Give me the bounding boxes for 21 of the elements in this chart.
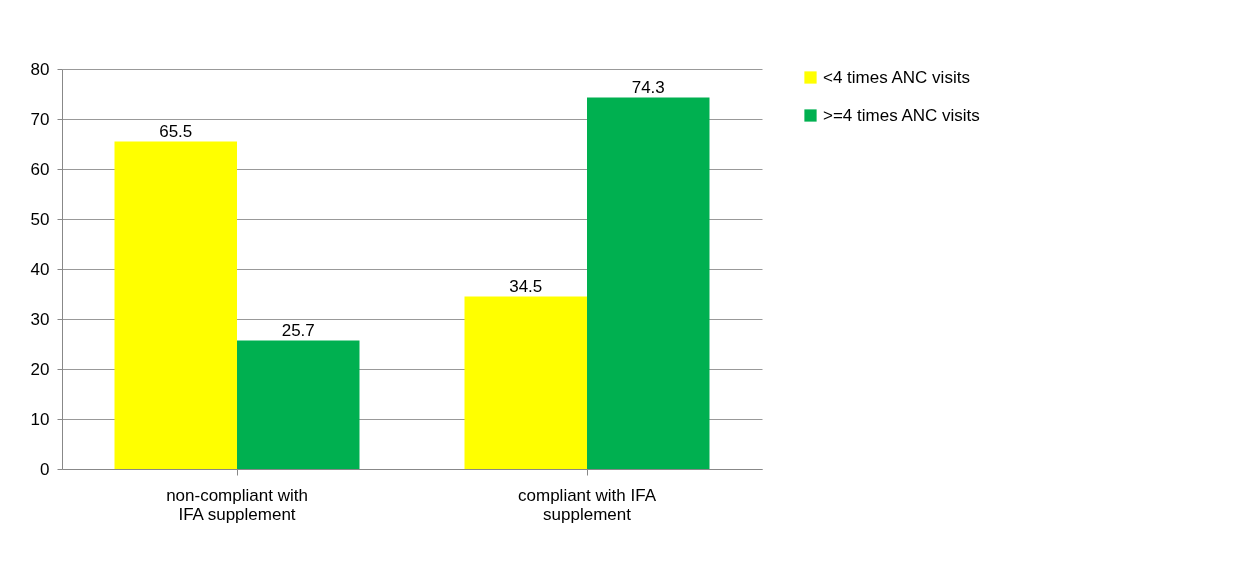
y-tick-label: 70 [30, 109, 50, 129]
x-tick-label: compliant with IFA supplement [518, 485, 657, 524]
y-tick-label: 30 [30, 309, 50, 329]
data-label: 65.5 [159, 121, 193, 141]
data-label: 25.7 [281, 320, 315, 340]
bar [587, 97, 710, 469]
data-label: 34.5 [509, 276, 543, 296]
legend-label: >=4 times ANC visits [823, 105, 980, 125]
data-label: 74.3 [631, 77, 665, 97]
y-tick-label: 10 [30, 409, 50, 429]
bar [114, 141, 237, 469]
y-tick-label: 40 [30, 259, 50, 279]
bar [237, 340, 360, 469]
y-tick-label: 50 [30, 209, 50, 229]
y-tick-label: 60 [30, 159, 50, 179]
x-tick-label: non-compliant with IFA supplement [166, 485, 308, 524]
bar [464, 296, 587, 469]
y-tick-label: 20 [30, 359, 50, 379]
y-tick-label: 0 [40, 459, 50, 479]
y-tick-label: 80 [30, 59, 50, 79]
legend-label: <4 times ANC visits [823, 67, 970, 87]
